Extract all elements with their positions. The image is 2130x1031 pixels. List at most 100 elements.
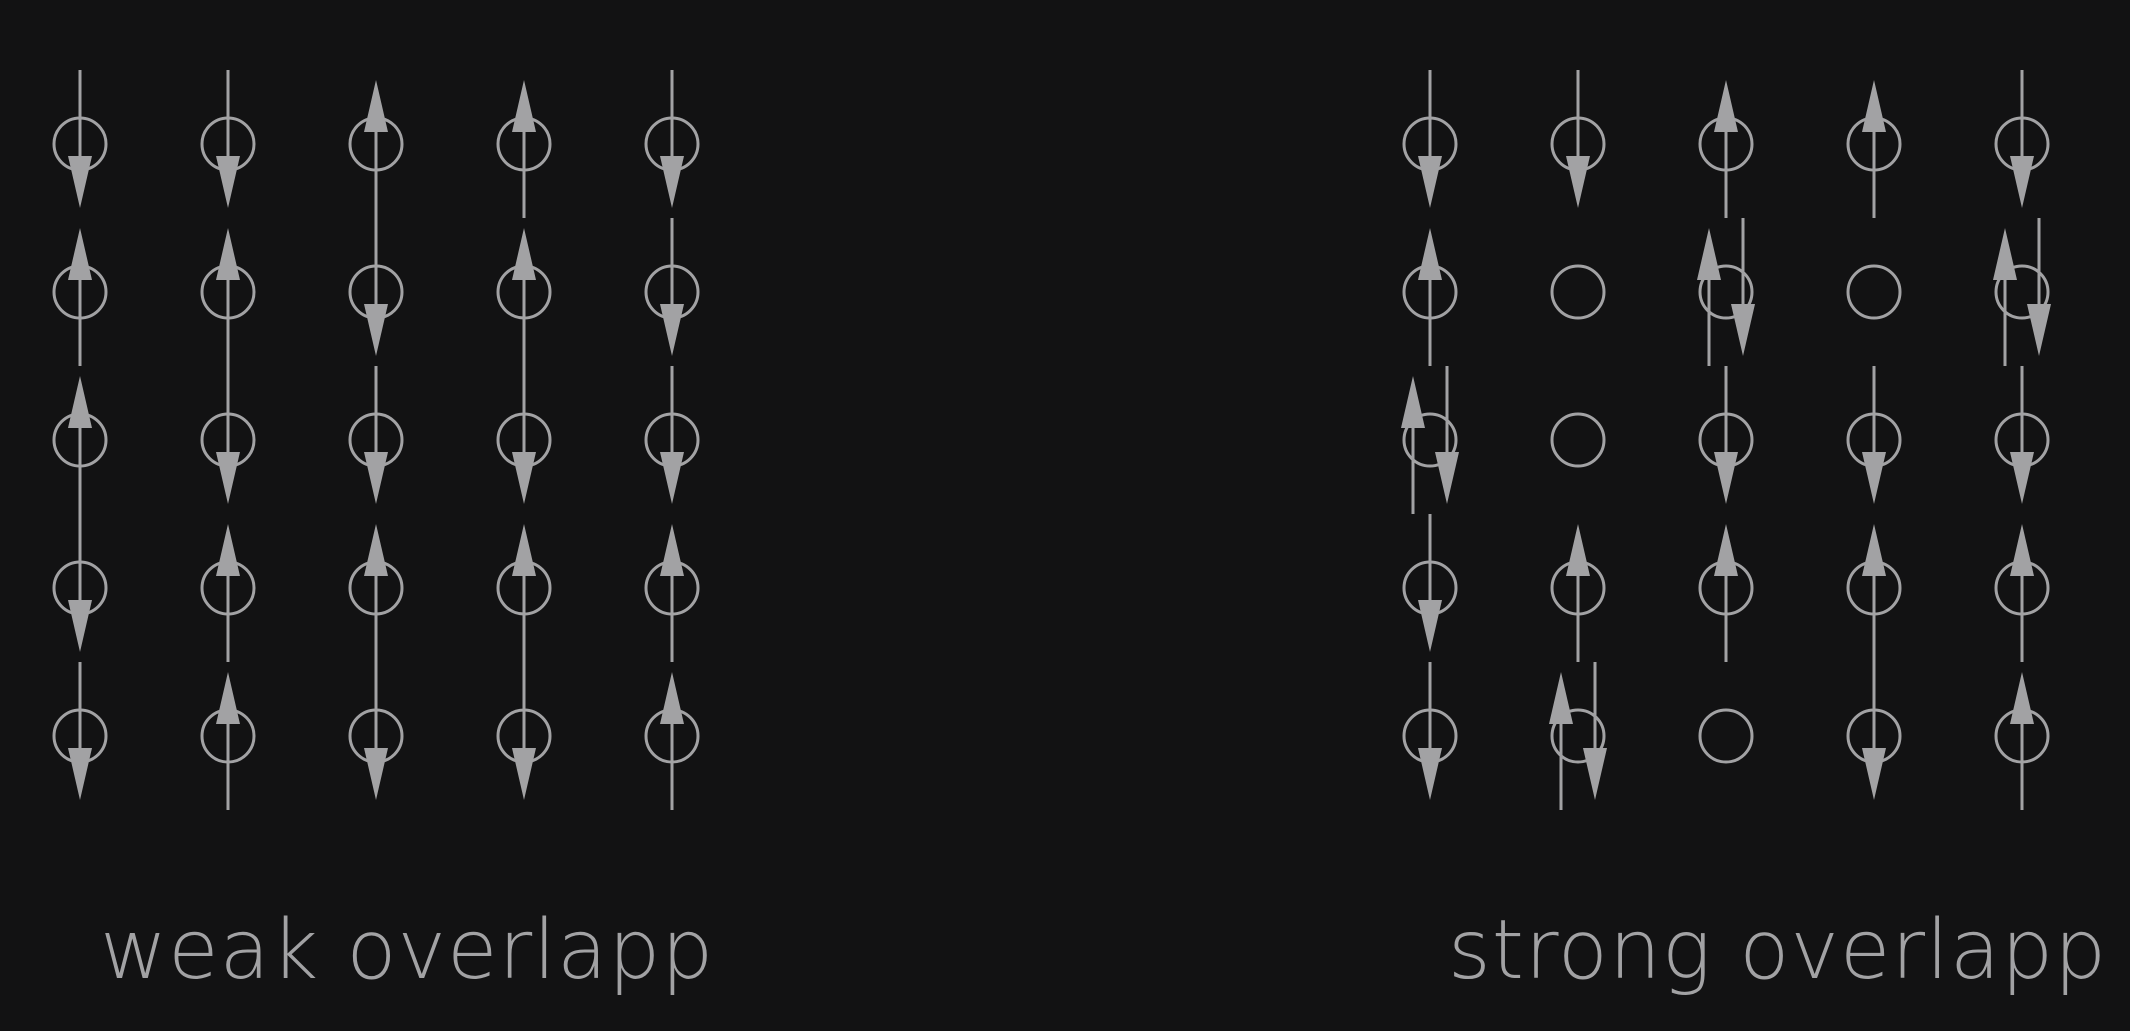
lattice-site	[1550, 264, 1606, 320]
spin-down-arrow	[1862, 366, 1886, 504]
spin-down-arrow	[1418, 514, 1442, 652]
lattice-site	[348, 662, 404, 800]
spin-up-arrow	[660, 524, 684, 662]
strong-overlap-panel	[1401, 70, 2051, 810]
spin-down-arrow	[2010, 70, 2034, 208]
lattice-site	[1402, 514, 1458, 652]
lattice-site	[1402, 662, 1458, 800]
lattice-site	[1846, 264, 1902, 320]
spin-down-arrow	[1418, 662, 1442, 800]
spin-down-arrow	[1731, 218, 1755, 356]
site-circle	[1698, 264, 1754, 320]
lattice-site	[1549, 662, 1607, 810]
lattice-site	[644, 70, 700, 208]
lattice-site	[1550, 412, 1606, 468]
weak-overlap-panel	[52, 70, 700, 810]
spin-up-arrow	[2010, 524, 2034, 662]
lattice-site	[1698, 80, 1754, 218]
spin-down-arrow	[660, 218, 684, 356]
lattice-site	[644, 218, 700, 356]
lattice-site	[644, 672, 700, 810]
spin-down-arrow	[1714, 366, 1738, 504]
site-circle	[1402, 412, 1458, 468]
spin-down-arrow	[364, 366, 388, 504]
spin-up-arrow	[1714, 524, 1738, 662]
spin-up-arrow	[1401, 376, 1425, 514]
lattice-site	[1846, 366, 1902, 504]
lattice-site	[348, 80, 404, 218]
site-circle	[1994, 264, 2050, 320]
lattice-site	[496, 662, 552, 800]
lattice-site	[1994, 366, 2050, 504]
spin-down-arrow	[2010, 366, 2034, 504]
lattice-site	[496, 80, 552, 218]
site-circle	[1550, 708, 1606, 764]
spin-up-arrow	[68, 228, 92, 366]
lattice-site	[1401, 366, 1459, 514]
spin-down-arrow	[68, 514, 92, 652]
spin-down-arrow	[660, 70, 684, 208]
spin-up-arrow	[1862, 524, 1886, 662]
lattice-site	[1846, 524, 1902, 662]
spin-down-arrow	[68, 662, 92, 800]
spin-down-arrow	[1418, 70, 1442, 208]
lattice-site	[1402, 228, 1458, 366]
lattice-site	[1550, 70, 1606, 208]
spin-up-arrow	[1418, 228, 1442, 366]
lattice-site	[1550, 524, 1606, 662]
site-circle	[1550, 412, 1606, 468]
lattice-site	[1994, 672, 2050, 810]
spin-down-arrow	[68, 70, 92, 208]
strong-overlap-caption: strong overlapp	[1448, 903, 2107, 998]
lattice-site	[496, 228, 552, 366]
lattice-site	[52, 228, 108, 366]
spin-up-arrow	[512, 80, 536, 218]
lattice-site	[200, 672, 256, 810]
spin-up-arrow	[1714, 80, 1738, 218]
site-circle	[1550, 264, 1606, 320]
lattice-site	[496, 524, 552, 662]
site-circle	[1698, 708, 1754, 764]
lattice-site	[348, 218, 404, 356]
spin-up-arrow	[1566, 524, 1590, 662]
lattice-site	[348, 366, 404, 504]
spin-down-arrow	[512, 662, 536, 800]
site-circle	[1846, 264, 1902, 320]
lattice-site	[52, 376, 108, 514]
lattice-site	[1698, 366, 1754, 504]
spin-up-arrow	[1697, 228, 1721, 366]
spin-down-arrow	[364, 662, 388, 800]
spin-down-arrow	[1583, 662, 1607, 800]
lattice-site	[348, 524, 404, 662]
lattice-site	[1846, 80, 1902, 218]
lattice-site	[52, 662, 108, 800]
lattice-site	[52, 70, 108, 208]
lattice-site	[200, 366, 256, 504]
spin-down-arrow	[364, 218, 388, 356]
lattice-site	[1994, 524, 2050, 662]
lattice-site	[644, 524, 700, 662]
spin-up-arrow	[216, 672, 240, 810]
spin-down-arrow	[216, 366, 240, 504]
spin-up-arrow	[364, 80, 388, 218]
lattice-site	[1698, 708, 1754, 764]
spin-up-arrow	[216, 228, 240, 366]
spin-down-arrow	[660, 366, 684, 504]
lattice-site	[200, 70, 256, 208]
lattice-site	[1698, 524, 1754, 662]
spin-down-arrow	[2027, 218, 2051, 356]
spin-down-arrow	[1862, 662, 1886, 800]
spin-up-arrow	[512, 524, 536, 662]
lattice-site	[1402, 70, 1458, 208]
spin-up-arrow	[68, 376, 92, 514]
spin-down-arrow	[216, 70, 240, 208]
spin-up-arrow	[216, 524, 240, 662]
spin-up-arrow	[364, 524, 388, 662]
spin-down-arrow	[1435, 366, 1459, 504]
lattice-site	[1846, 662, 1902, 800]
lattice-site	[200, 524, 256, 662]
lattice-site	[1993, 218, 2051, 366]
spin-up-arrow	[512, 228, 536, 366]
spin-up-arrow	[1549, 672, 1573, 810]
